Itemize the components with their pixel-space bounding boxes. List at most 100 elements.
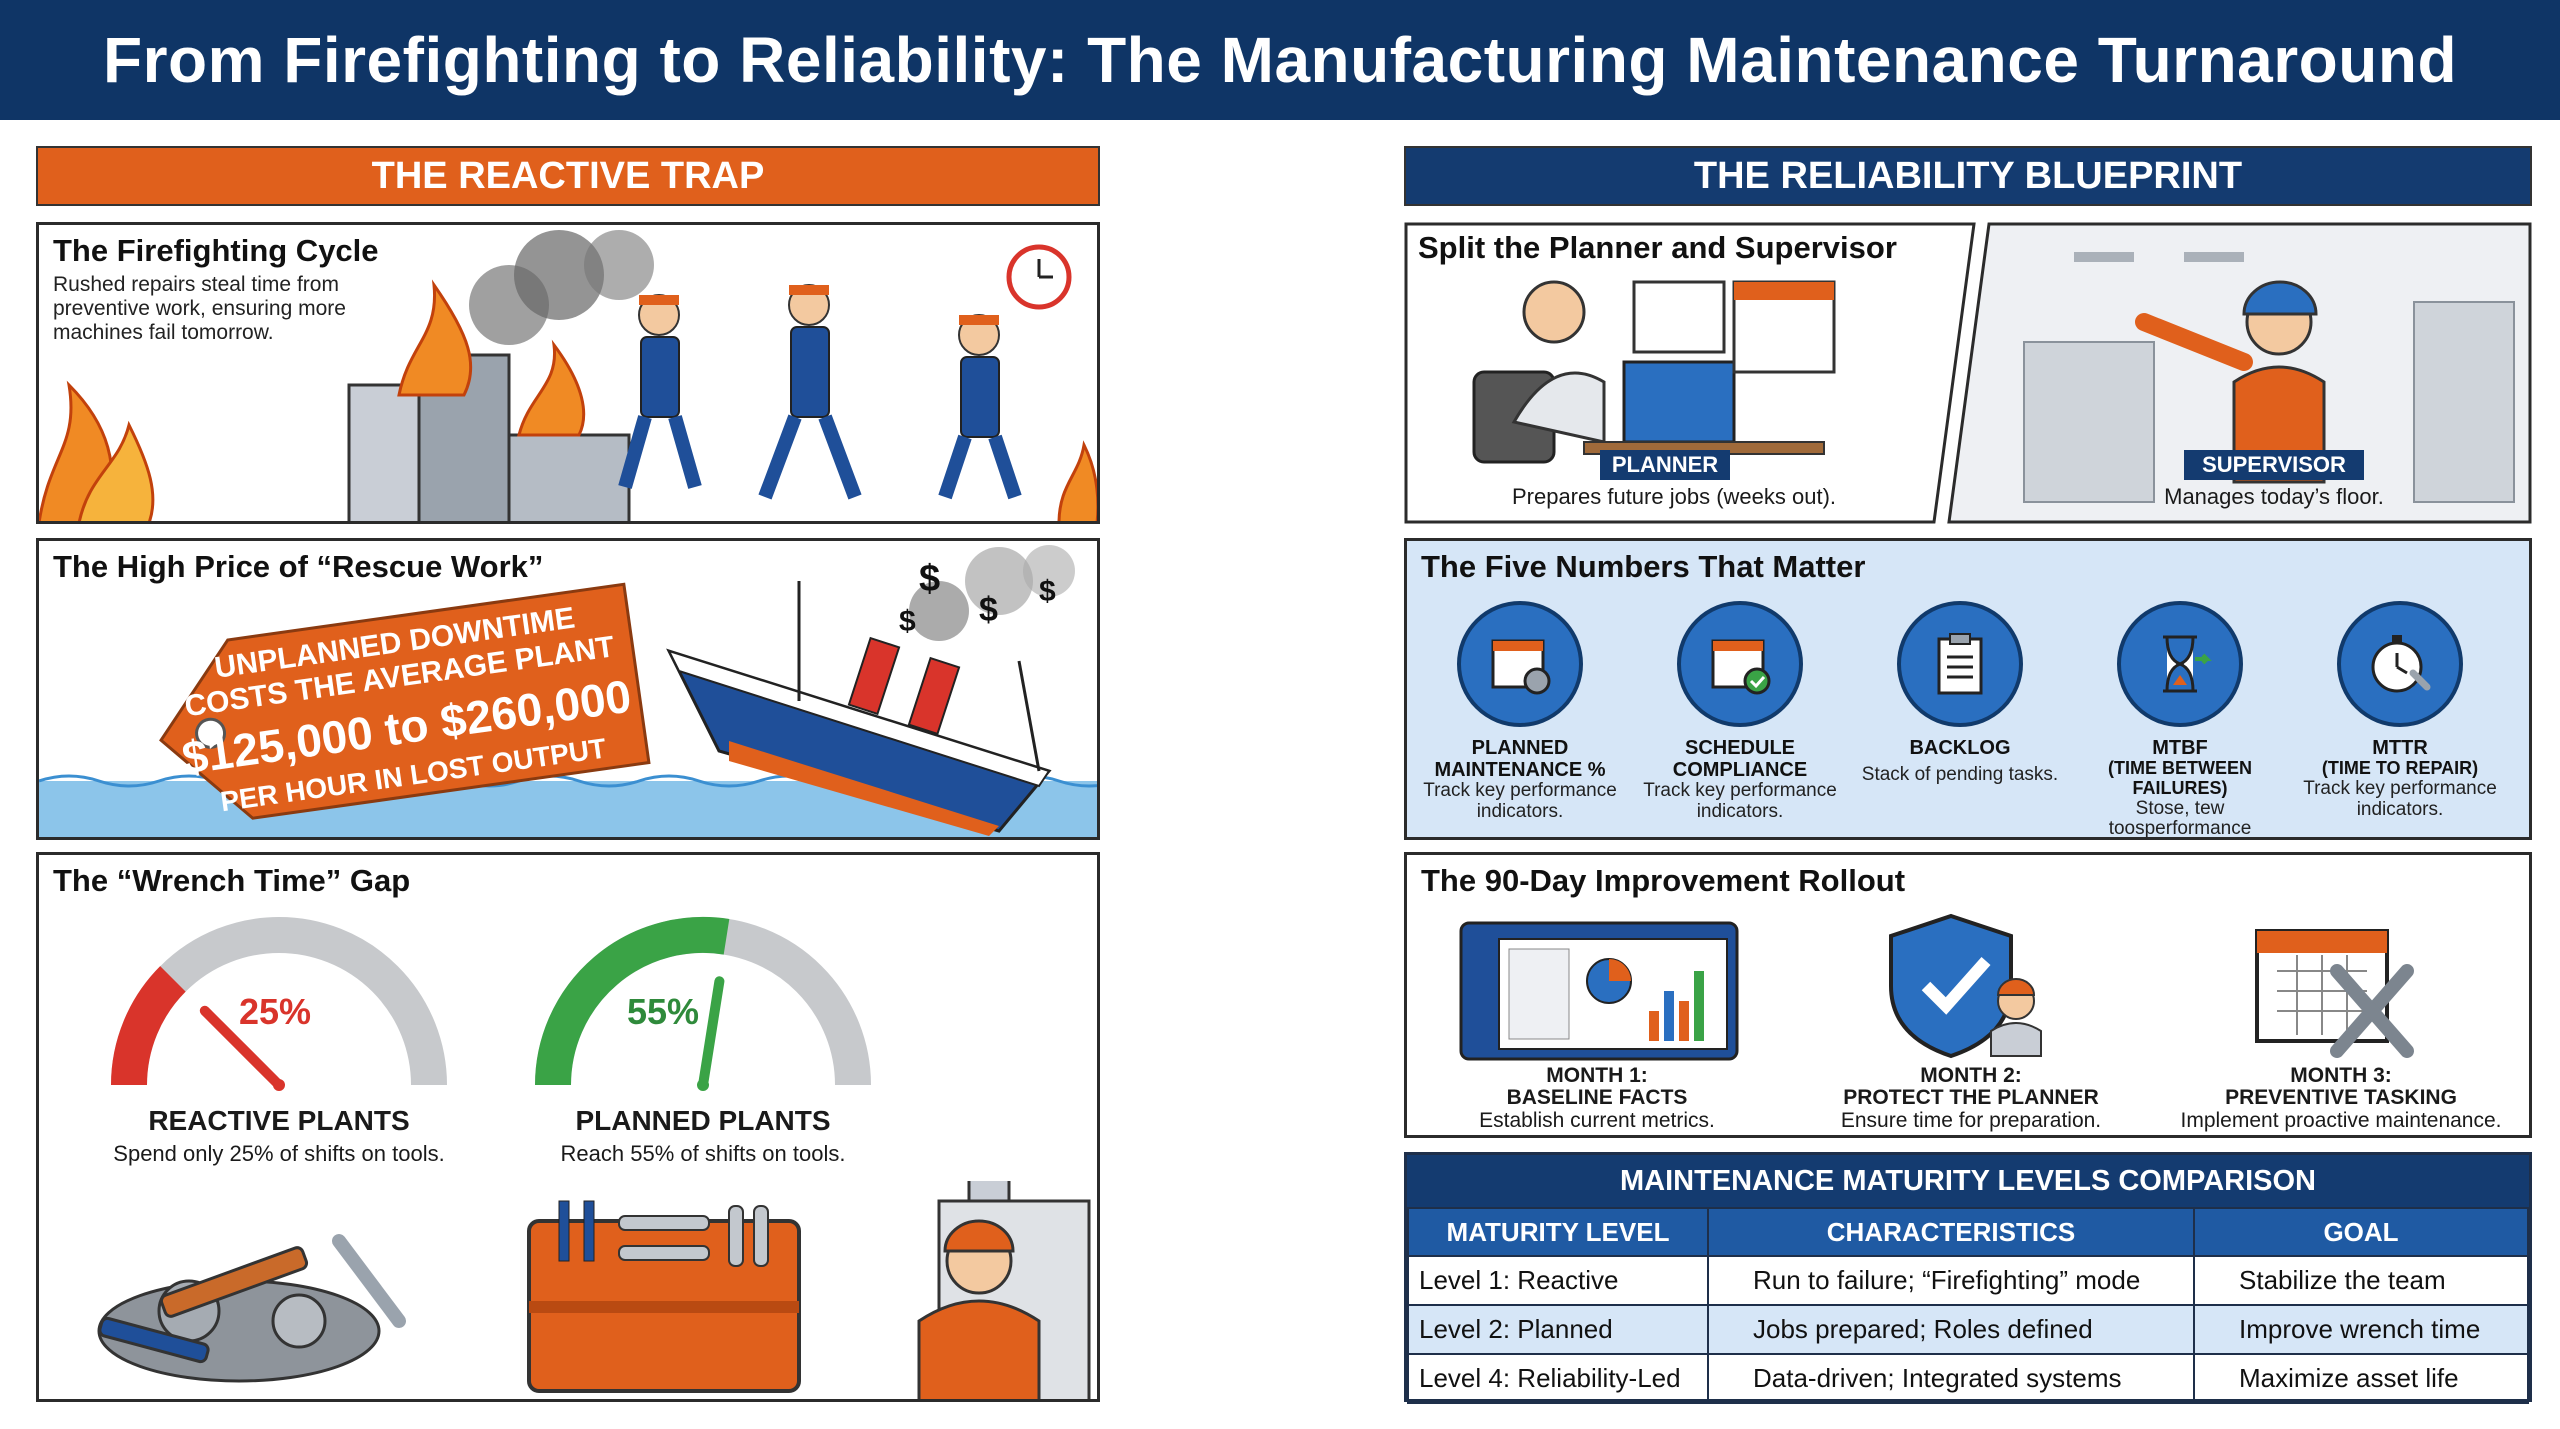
metric-desc-5: Track key performance indicators. bbox=[2303, 777, 2497, 820]
table-cell: Jobs prepared; Roles defined bbox=[1707, 1304, 2195, 1355]
price-tag bbox=[159, 582, 651, 820]
metric-desc-3: Stack of pending tasks. bbox=[1861, 764, 2059, 785]
rescue-work-title: The High Price of “Rescue Work” bbox=[53, 549, 544, 584]
table-cell: Level 4: Reliability-Led bbox=[1407, 1353, 1709, 1404]
month-1-name: BASELINE FACTS bbox=[1506, 1086, 1688, 1110]
metric-mttr: MTTR (TIME TO REPAIR) Track key performa… bbox=[2295, 601, 2505, 821]
planned-plants-desc: Reach 55% of shifts on tools. bbox=[560, 1141, 846, 1166]
table-cell: Level 1: Reactive bbox=[1407, 1255, 1709, 1306]
hourglass-icon bbox=[2117, 601, 2243, 727]
table-cell: Level 2: Planned bbox=[1407, 1304, 1709, 1355]
table-cell: Stabilize the team bbox=[2193, 1255, 2529, 1306]
maturity-table-grid: MATURITY LEVEL CHARACTERISTICS GOAL Leve… bbox=[1407, 1207, 2529, 1404]
wrench-time-title: The “Wrench Time” Gap bbox=[53, 863, 411, 898]
sinking-ship-icon bbox=[666, 581, 1052, 836]
month-2-label: MONTH 2: bbox=[1920, 1064, 2022, 1087]
tools-illustration bbox=[97, 1181, 1091, 1399]
table-cell: Improve wrench time bbox=[2193, 1304, 2529, 1355]
toolbox-icon bbox=[527, 1200, 801, 1393]
flame-icon bbox=[397, 279, 473, 397]
split-roles-panel: Split the Planner and Supervisor PLANNER… bbox=[1404, 222, 2532, 524]
table-row: Level 2: Planned Jobs prepared; Roles de… bbox=[1407, 1304, 2529, 1355]
metric-backlog: BACKLOG Stack of pending tasks. bbox=[1855, 601, 2065, 786]
month-1: MONTH 1: BASELINE FACTS Establish curren… bbox=[1417, 1064, 1777, 1133]
five-numbers-title: The Five Numbers That Matter bbox=[1421, 549, 1866, 584]
supervisor-label: SUPERVISOR bbox=[2202, 452, 2346, 477]
header-characteristics: CHARACTERISTICS bbox=[1707, 1207, 2195, 1257]
page-title: From Firefighting to Reliability: The Ma… bbox=[102, 24, 2458, 96]
svg-text:$: $ bbox=[899, 605, 916, 638]
maturity-table-title: MAINTENANCE MATURITY LEVELS COMPARISON bbox=[1407, 1155, 2529, 1207]
month-3-desc: Implement proactive maintenance. bbox=[2180, 1109, 2502, 1133]
metric-planned-maintenance: PLANNED MAINTENANCE % Track key performa… bbox=[1415, 601, 1625, 823]
svg-text:$: $ bbox=[1039, 575, 1056, 608]
reactive-gauge bbox=[110, 917, 447, 1091]
supervisor-badge: SUPERVISOR bbox=[2184, 450, 2364, 480]
metric-name-1b: MAINTENANCE % bbox=[1434, 759, 1606, 781]
tool-pile-icon bbox=[97, 1234, 406, 1383]
shield-check-icon bbox=[1889, 913, 2042, 1059]
planner-badge: PLANNER bbox=[1600, 450, 1730, 480]
metric-name-3: BACKLOG bbox=[1909, 737, 2011, 759]
metric-name-2b: COMPLIANCE bbox=[1672, 759, 1808, 781]
metric-mtbf: MTBF (TIME BETWEEN FAILURES) Stose, tew … bbox=[2075, 601, 2285, 840]
table-row: Level 1: Reactive Run to failure; “Firef… bbox=[1407, 1255, 2529, 1306]
planned-gauge-value: 55% bbox=[627, 991, 700, 1032]
planner-icon bbox=[1472, 280, 1836, 464]
metric-name-5: MTTR bbox=[2372, 737, 2428, 759]
metric-name-4: MTBF bbox=[2152, 737, 2208, 759]
rollout-title: The 90-Day Improvement Rollout bbox=[1421, 863, 1906, 898]
worker-icon bbox=[917, 1181, 1091, 1399]
reactive-plants-desc: Spend only 25% of shifts on tools. bbox=[113, 1141, 445, 1166]
metric-desc-4: Stose, tew toosperformance indicators. bbox=[2108, 797, 2252, 840]
metric-name-2: SCHEDULE bbox=[1684, 737, 1795, 759]
metric-desc-1: Track key performance indicators. bbox=[1423, 780, 1617, 822]
workers-illustration bbox=[618, 284, 1022, 500]
month-2-name: PROTECT THE PLANNER bbox=[1843, 1086, 2099, 1110]
firefighting-cycle-panel: The Firefighting Cycle Rushed repairs st… bbox=[36, 222, 1100, 524]
svg-text:$: $ bbox=[919, 558, 940, 600]
table-header-row: MATURITY LEVEL CHARACTERISTICS GOAL bbox=[1407, 1207, 2529, 1257]
reactive-plants-label: REACTIVE PLANTS bbox=[148, 1105, 410, 1136]
split-frames bbox=[1404, 222, 2532, 524]
dashboard-icon bbox=[1459, 921, 1739, 1061]
firefighting-cycle-text: Rushed repairs steal time from preventiv… bbox=[53, 273, 346, 345]
reliability-blueprint-header: THE RELIABILITY BLUEPRINT bbox=[1404, 146, 2532, 206]
metric-schedule-compliance: SCHEDULE COMPLIANCE Track key performanc… bbox=[1635, 601, 1845, 823]
month-1-label: MONTH 1: bbox=[1546, 1064, 1648, 1087]
firefighting-illustration bbox=[39, 230, 1097, 521]
clipboard-icon bbox=[1897, 601, 2023, 727]
firefighting-cycle-title: The Firefighting Cycle bbox=[53, 233, 379, 268]
calendar-gear-icon bbox=[1457, 601, 1583, 727]
table-cell: Run to failure; “Firefighting” mode bbox=[1707, 1255, 2195, 1306]
metric-name-1: PLANNED bbox=[1471, 737, 1569, 759]
reliability-blueprint-header-label: THE RELIABILITY BLUEPRINT bbox=[1693, 154, 2243, 197]
planner-desc: Prepares future jobs (weeks out). bbox=[1511, 484, 1837, 509]
supervisor-desc: Manages today’s floor. bbox=[2164, 484, 2384, 509]
ship-illustration: $ $ $ $ bbox=[39, 545, 1097, 837]
table-cell: Data-driven; Integrated systems bbox=[1707, 1353, 2195, 1404]
reactive-trap-header-label: THE REACTIVE TRAP bbox=[371, 154, 765, 197]
five-numbers-panel: The Five Numbers That Matter PLANNED MAI… bbox=[1404, 538, 2532, 840]
planned-gauge bbox=[535, 916, 871, 1091]
table-cell: Maximize asset life bbox=[2193, 1353, 2529, 1404]
maturity-table: MAINTENANCE MATURITY LEVELS COMPARISON M… bbox=[1404, 1152, 2532, 1404]
rollout-panel: The 90-Day Improvement Rollout MONTH 1: … bbox=[1404, 852, 2532, 1138]
planned-plants-label: PLANNED PLANTS bbox=[575, 1105, 831, 1136]
month-3: MONTH 3: PREVENTIVE TASKING Implement pr… bbox=[2151, 1064, 2529, 1133]
metric-name-5b: (TIME TO REPAIR) bbox=[2321, 758, 2479, 778]
metric-name-4b: (TIME BETWEEN FAILURES) bbox=[2108, 758, 2252, 798]
title-bar: From Firefighting to Reliability: The Ma… bbox=[0, 0, 2560, 120]
split-roles-title: Split the Planner and Supervisor bbox=[1418, 230, 1897, 265]
reactive-trap-header: THE REACTIVE TRAP bbox=[36, 146, 1100, 206]
header-maturity-level: MATURITY LEVEL bbox=[1407, 1207, 1709, 1257]
table-row: Level 4: Reliability-Led Data-driven; In… bbox=[1407, 1353, 2529, 1404]
planner-label: PLANNER bbox=[1611, 452, 1719, 477]
calendar-check-icon bbox=[1677, 601, 1803, 727]
month-3-name: PREVENTIVE TASKING bbox=[2225, 1086, 2457, 1110]
metric-desc-2: Track key performance indicators. bbox=[1643, 780, 1837, 822]
rescue-work-panel: The High Price of “Rescue Work” $ $ $ $ … bbox=[36, 538, 1100, 840]
calendar-tools-icon bbox=[2255, 929, 2414, 1058]
reactive-gauge-value: 25% bbox=[239, 991, 312, 1032]
month-3-label: MONTH 3: bbox=[2290, 1064, 2392, 1087]
